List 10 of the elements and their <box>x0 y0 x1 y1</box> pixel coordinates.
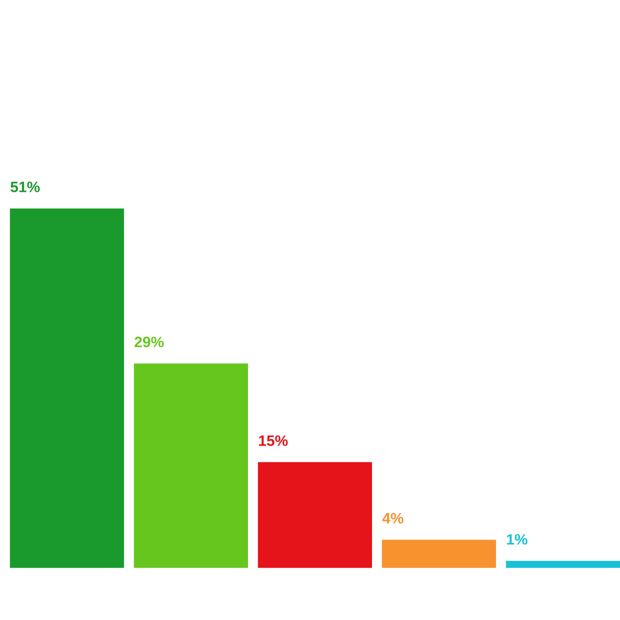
data-label: 15% <box>259 435 288 446</box>
bar <box>506 560 620 568</box>
bar <box>10 208 124 568</box>
data-label: 51% <box>10 182 40 192</box>
data-label: 1% <box>507 534 528 545</box>
data-label: 29% <box>134 336 164 348</box>
data-label: 4% <box>382 512 404 524</box>
bar <box>258 462 372 568</box>
bar <box>382 540 496 568</box>
bar <box>134 364 248 568</box>
